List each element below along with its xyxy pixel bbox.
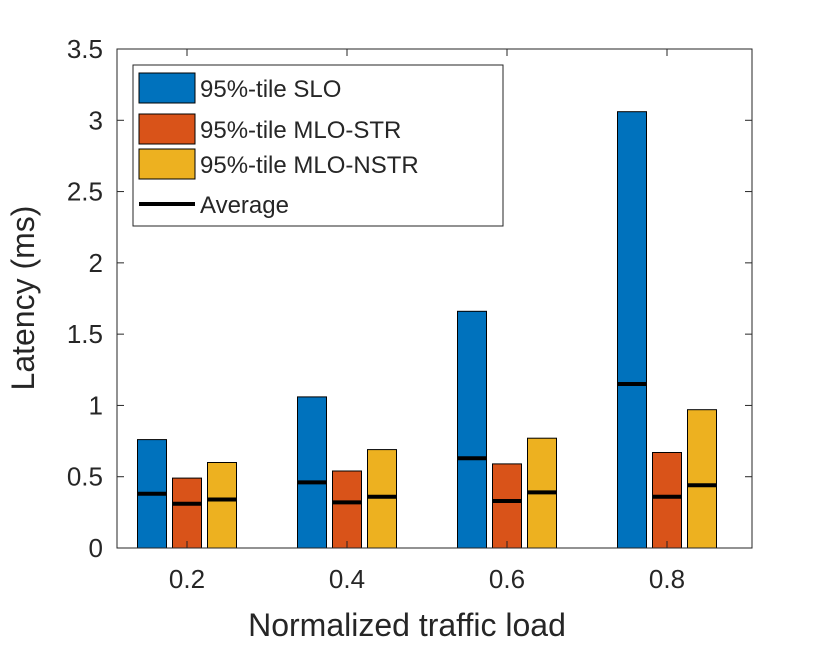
plot-frame <box>116 48 753 549</box>
x-axis-label: Normalized traffic load <box>248 607 566 643</box>
x-tick-label: 0.2 <box>169 564 205 594</box>
x-axis: 0.2 0.4 0.6 0.8 <box>169 49 685 594</box>
legend-label-mlo-str: 95%-tile MLO-STR <box>200 117 401 144</box>
legend-swatch-mlo-nstr <box>138 148 196 180</box>
x-tick-label: 0.4 <box>329 564 365 594</box>
legend-label-average: Average <box>200 192 289 219</box>
bar-95-tile-mlo-nstr-0.4 <box>367 449 397 549</box>
bar-95-tile-mlo-str-0.6 <box>492 463 522 549</box>
legend-swatch-mlo-str <box>138 113 196 145</box>
bar-95-tile-slo-0.8 <box>617 111 647 549</box>
average-markers-layer <box>137 382 717 506</box>
bar-95-tile-mlo-nstr-0.2 <box>207 462 237 549</box>
legend-swatch-slo <box>138 72 196 104</box>
legend-label-slo: 95%-tile SLO <box>200 76 341 103</box>
legend-label-mlo-nstr: 95%-tile MLO-NSTR <box>200 152 419 179</box>
bar-95-tile-mlo-str-0.8 <box>652 452 682 549</box>
bar-95-tile-mlo-str-0.2 <box>172 477 202 549</box>
y-tick-label: 1.5 <box>67 319 103 349</box>
y-tick-label: 3.5 <box>67 34 103 64</box>
bar-95-tile-mlo-nstr-0.8 <box>687 409 717 549</box>
bars-layer <box>137 111 717 549</box>
y-tick-label: 2.5 <box>67 177 103 207</box>
y-tick-label: 3 <box>89 105 103 135</box>
x-tick-label: 0.8 <box>649 564 685 594</box>
y-axis: 0 0.5 1 1.5 2 2.5 3 3.5 <box>67 34 752 563</box>
bar-95-tile-mlo-str-0.4 <box>332 470 362 549</box>
x-tick-label: 0.6 <box>489 564 525 594</box>
y-tick-label: 0 <box>89 533 103 563</box>
y-tick-label: 1 <box>89 390 103 420</box>
y-tick-label: 0.5 <box>67 462 103 492</box>
bar-95-tile-slo-0.4 <box>297 396 327 549</box>
bar-95-tile-slo-0.6 <box>457 310 487 549</box>
y-axis-label: Latency (ms) <box>5 206 41 391</box>
y-tick-label: 2 <box>89 248 103 278</box>
legend: 95%-tile SLO 95%-tile MLO-STR 95%-tile M… <box>132 64 504 227</box>
